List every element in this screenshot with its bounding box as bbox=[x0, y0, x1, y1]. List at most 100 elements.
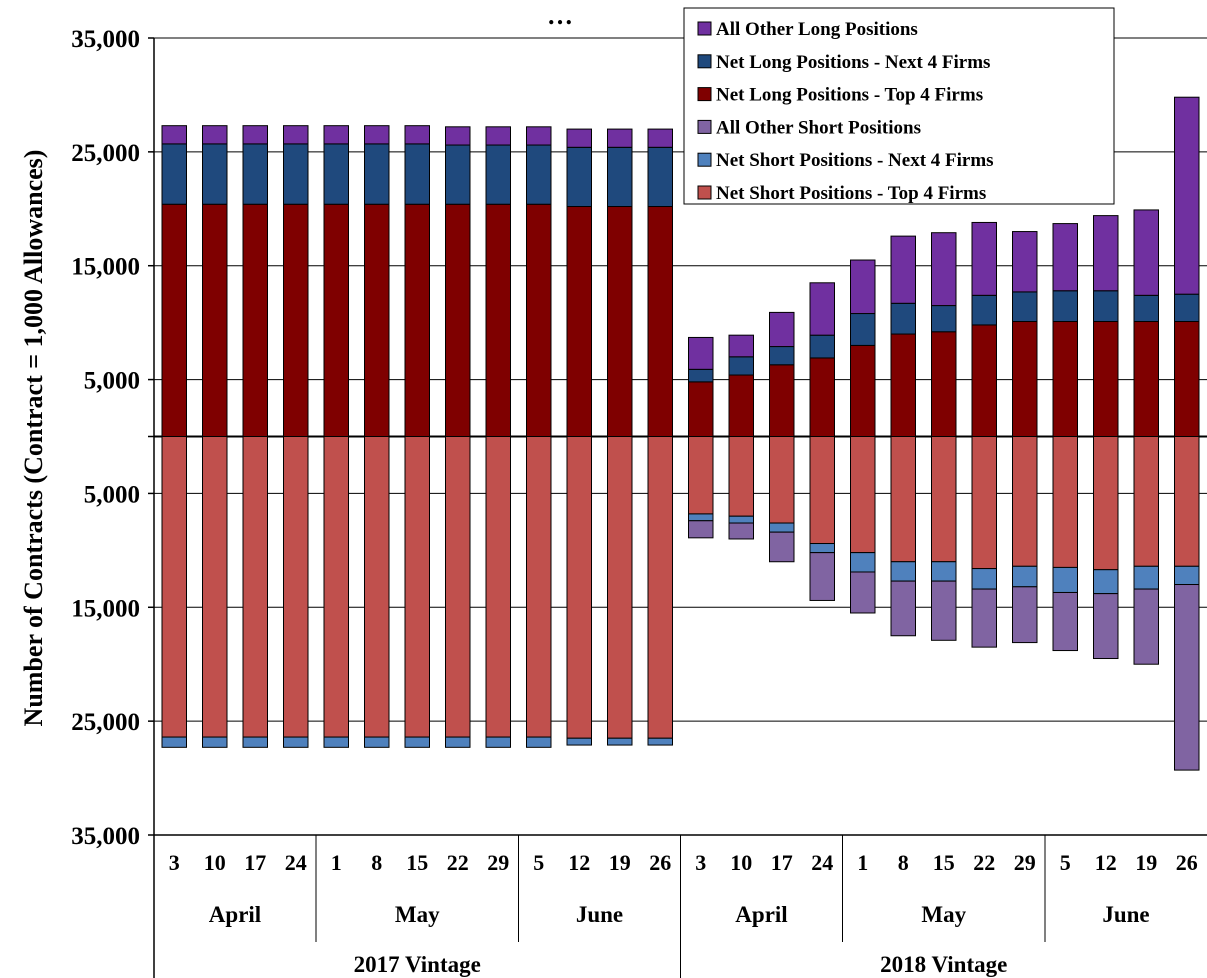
bar-segment bbox=[931, 436, 957, 563]
bar-segment bbox=[404, 125, 430, 145]
x-tick-label: 24 bbox=[811, 850, 833, 875]
bar-segment bbox=[1093, 436, 1119, 571]
bar-segment bbox=[323, 203, 349, 437]
bars bbox=[161, 96, 1200, 771]
bar-segment bbox=[890, 561, 916, 582]
bar-segment bbox=[161, 436, 187, 738]
x-axis-labels: 3 10 17 24 1 8 15 22 29 5 12 19 26 3 10 17 24 1 8 15 22 29 5 12… bbox=[169, 835, 1198, 978]
bar-segment bbox=[566, 128, 592, 148]
bar-segment bbox=[1093, 569, 1119, 595]
bar-segment bbox=[850, 552, 876, 573]
bar-segment bbox=[850, 571, 876, 614]
bar-segment bbox=[1093, 290, 1119, 323]
bar-segment bbox=[1174, 584, 1200, 771]
bar-segment bbox=[1174, 436, 1200, 567]
bar-segment bbox=[971, 294, 997, 326]
bar-segment bbox=[607, 737, 633, 746]
bar-segment bbox=[850, 344, 876, 437]
bar-segment bbox=[647, 436, 673, 739]
bar-segment bbox=[728, 356, 754, 376]
bar-segment bbox=[890, 333, 916, 437]
bar-segment bbox=[1052, 321, 1078, 437]
bar-segment bbox=[1012, 565, 1038, 588]
bar-segment bbox=[283, 125, 309, 145]
bar-segment bbox=[890, 235, 916, 304]
bar-segment bbox=[769, 346, 795, 366]
bar-segment bbox=[445, 126, 471, 146]
bar-segment bbox=[931, 305, 957, 333]
bar-segment bbox=[728, 522, 754, 540]
legend-swatch bbox=[697, 54, 712, 69]
bar-segment bbox=[1012, 436, 1038, 567]
bar-segment bbox=[769, 531, 795, 563]
bar-segment bbox=[1093, 215, 1119, 292]
x-tick-label: 12 bbox=[568, 850, 590, 875]
bar-segment bbox=[202, 203, 228, 437]
x-tick-label: 26 bbox=[1176, 850, 1198, 875]
bar-segment bbox=[1012, 291, 1038, 323]
bar-segment bbox=[607, 206, 633, 437]
bar-segment bbox=[404, 736, 430, 748]
x-tick-label: 22 bbox=[447, 850, 469, 875]
bar-segment bbox=[161, 143, 187, 205]
bar-segment bbox=[445, 144, 471, 205]
y-tick-label: 35,000 bbox=[71, 823, 140, 850]
legend-label: All Other Long Positions bbox=[716, 19, 918, 40]
bar-segment bbox=[607, 146, 633, 208]
bar-segment bbox=[688, 513, 714, 522]
bar-segment bbox=[364, 143, 390, 205]
bar-segment bbox=[769, 522, 795, 533]
bar-segment bbox=[1174, 565, 1200, 586]
bar-segment bbox=[566, 146, 592, 208]
bar-segment bbox=[890, 436, 916, 563]
bar-segment bbox=[688, 520, 714, 539]
x-tick-label: 10 bbox=[730, 850, 752, 875]
y-tick-label: 25,000 bbox=[71, 140, 140, 167]
bar-segment bbox=[445, 203, 471, 437]
bar-segment bbox=[323, 736, 349, 748]
bar-segment bbox=[769, 311, 795, 348]
x-tick-label: 29 bbox=[487, 850, 509, 875]
bar-segment bbox=[1052, 591, 1078, 652]
x-tick-label: 8 bbox=[898, 850, 909, 875]
bar-segment bbox=[566, 436, 592, 739]
bar-segment bbox=[890, 580, 916, 637]
x-tick-label: 10 bbox=[204, 850, 226, 875]
legend-swatch bbox=[697, 87, 712, 102]
bar-segment bbox=[688, 381, 714, 437]
bar-segment bbox=[323, 125, 349, 145]
month-label: May bbox=[921, 902, 966, 927]
bar-segment bbox=[1174, 321, 1200, 437]
bar-segment bbox=[161, 203, 187, 437]
vintage-label: 2017 Vintage bbox=[354, 952, 481, 977]
month-label: June bbox=[576, 902, 623, 927]
bar-segment bbox=[688, 336, 714, 370]
bar-segment bbox=[850, 313, 876, 346]
bar-segment bbox=[728, 334, 754, 358]
bar-segment bbox=[971, 568, 997, 590]
bar-segment bbox=[445, 736, 471, 748]
bar-segment bbox=[364, 203, 390, 437]
bar-segment bbox=[809, 282, 835, 336]
bar-segment bbox=[688, 368, 714, 383]
bar-segment bbox=[1012, 231, 1038, 293]
bar-segment bbox=[850, 259, 876, 315]
y-tick-labels: 35,000 25,000 15,000 5,000 5,000 15,000 25,000… bbox=[71, 26, 140, 850]
x-tick-label: 1 bbox=[331, 850, 342, 875]
bar-segment bbox=[283, 143, 309, 205]
bar-segment bbox=[161, 736, 187, 748]
y-tick-label: 15,000 bbox=[71, 254, 140, 281]
bar-segment bbox=[202, 736, 228, 748]
bar-segment bbox=[323, 143, 349, 205]
x-tick-label: 8 bbox=[371, 850, 382, 875]
bar-segment bbox=[971, 221, 997, 296]
bar-segment bbox=[526, 126, 552, 146]
bar-segment bbox=[971, 588, 997, 648]
y-axis-label: Number of Contracts (Contract = 1,000 Al… bbox=[19, 150, 48, 727]
x-tick-label: 26 bbox=[649, 850, 671, 875]
bar-segment bbox=[607, 436, 633, 739]
bar-segment bbox=[1093, 593, 1119, 660]
bar-segment bbox=[364, 736, 390, 748]
bar-segment bbox=[364, 125, 390, 145]
